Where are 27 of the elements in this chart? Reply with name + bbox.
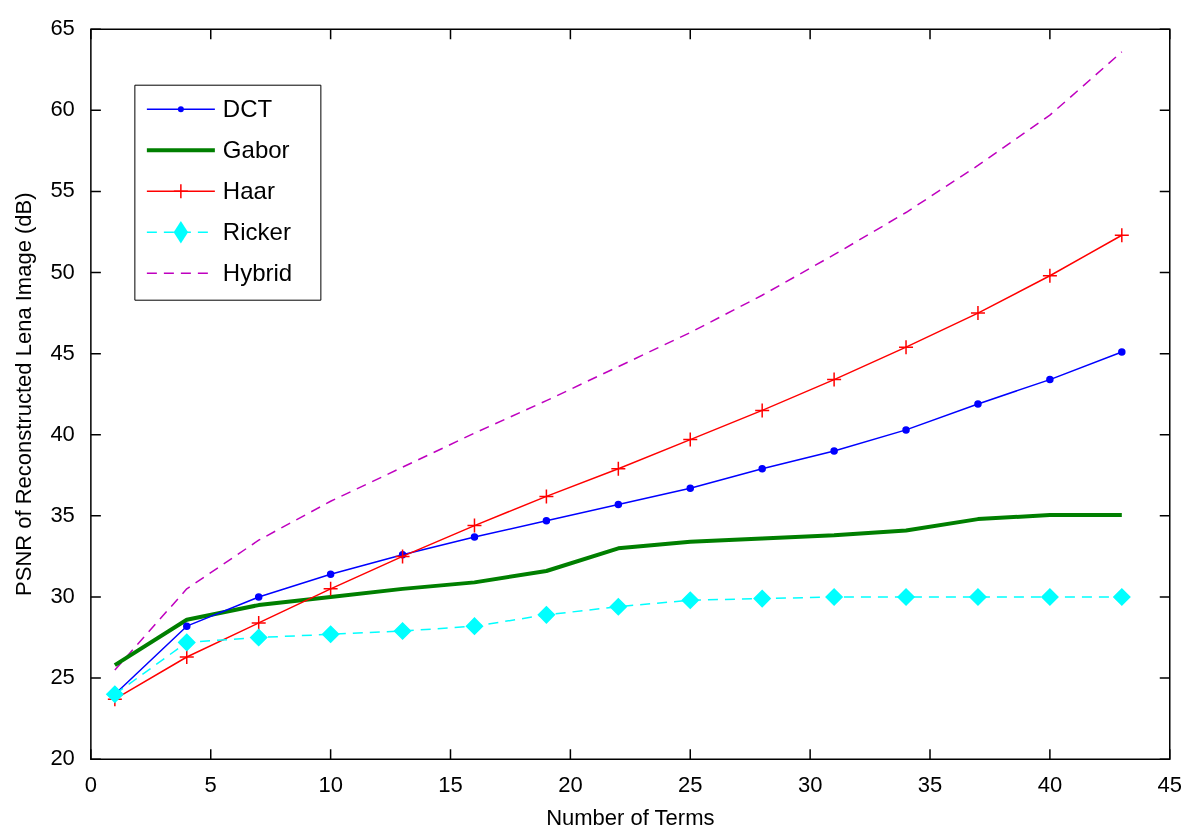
legend-label: Haar bbox=[222, 176, 275, 204]
legend-label: Ricker bbox=[222, 217, 291, 245]
y-tick-label: 35 bbox=[50, 501, 75, 527]
x-tick-label: 45 bbox=[1157, 772, 1183, 798]
x-tick-label: 40 bbox=[1037, 772, 1063, 798]
y-tick-label: 50 bbox=[50, 258, 75, 284]
y-tick-label: 65 bbox=[50, 15, 75, 41]
y-tick-label: 45 bbox=[50, 339, 75, 365]
x-tick-label: 10 bbox=[318, 772, 343, 798]
x-tick-label: 15 bbox=[438, 772, 463, 798]
x-tick-label: 0 bbox=[84, 772, 97, 798]
legend-label: Hybrid bbox=[222, 258, 293, 286]
y-tick-label: 55 bbox=[50, 177, 75, 203]
y-tick-label: 40 bbox=[50, 420, 75, 446]
y-tick-label: 60 bbox=[50, 96, 75, 122]
legend-label: Gabor bbox=[222, 135, 290, 163]
y-tick-label: 20 bbox=[50, 745, 75, 771]
y-tick-label: 30 bbox=[50, 583, 75, 609]
y-axis-title: PSNR of Reconstructed Lena Image (dB) bbox=[11, 192, 37, 596]
x-tick-label: 20 bbox=[558, 772, 583, 798]
x-axis-title: Number of Terms bbox=[546, 804, 715, 830]
x-tick-label: 35 bbox=[917, 772, 943, 798]
x-tick-label: 5 bbox=[204, 772, 217, 798]
legend-label: DCT bbox=[222, 94, 273, 122]
y-tick-label: 25 bbox=[50, 664, 75, 690]
x-tick-label: 30 bbox=[797, 772, 823, 798]
x-tick-label: 25 bbox=[678, 772, 703, 798]
